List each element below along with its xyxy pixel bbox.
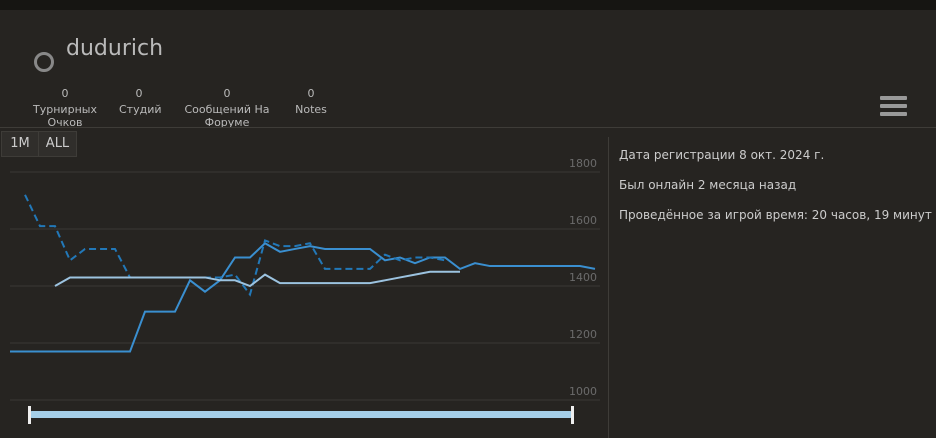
- stat-label: Notes: [295, 103, 327, 116]
- info-line: Проведённое за игрой время: 20 часов, 19…: [619, 208, 932, 222]
- divider: [0, 127, 936, 128]
- username[interactable]: dudurich: [66, 36, 164, 61]
- stat[interactable]: 0 Сообщений На Форуме: [166, 87, 288, 129]
- menu-button[interactable]: [880, 96, 907, 120]
- stat[interactable]: 0 Notes: [295, 87, 327, 116]
- stat-label: Сообщений На Форуме: [184, 103, 270, 129]
- y-tick-label: 1000: [569, 385, 597, 398]
- stat[interactable]: 0 Студий: [119, 87, 162, 116]
- rating-line: [24, 194, 446, 297]
- stat-value: 0: [135, 87, 143, 100]
- slider-handle[interactable]: [571, 406, 574, 424]
- info-line: Был онлайн 2 месяца назад: [619, 178, 797, 192]
- info-line: Дата регистрации 8 окт. 2024 г.: [619, 148, 825, 162]
- range-button[interactable]: ALL: [38, 131, 77, 157]
- stat-value: 0: [223, 87, 231, 100]
- range-button[interactable]: 1M: [1, 131, 39, 157]
- y-tick-label: 1600: [569, 214, 597, 227]
- y-tick-label: 1200: [569, 328, 597, 341]
- y-tick-label: 1800: [569, 157, 597, 170]
- stat-value: 0: [61, 87, 69, 100]
- rating-line: [10, 242, 596, 353]
- stat-label: Студий: [119, 103, 162, 116]
- y-tick-label: 1400: [569, 271, 597, 284]
- stat-label: Турнирных Очков: [33, 103, 97, 129]
- rating-line: [54, 270, 460, 288]
- stat[interactable]: 0 Турнирных Очков: [18, 87, 112, 129]
- divider: [608, 137, 609, 438]
- stat-value: 0: [307, 87, 315, 100]
- profile: dudurich 0 Турнирных Очков 0 Студий 0 Сообщ…: [0, 10, 936, 438]
- range-slider[interactable]: [30, 411, 572, 418]
- slider-handle[interactable]: [28, 406, 31, 424]
- status-icon: [34, 52, 54, 72]
